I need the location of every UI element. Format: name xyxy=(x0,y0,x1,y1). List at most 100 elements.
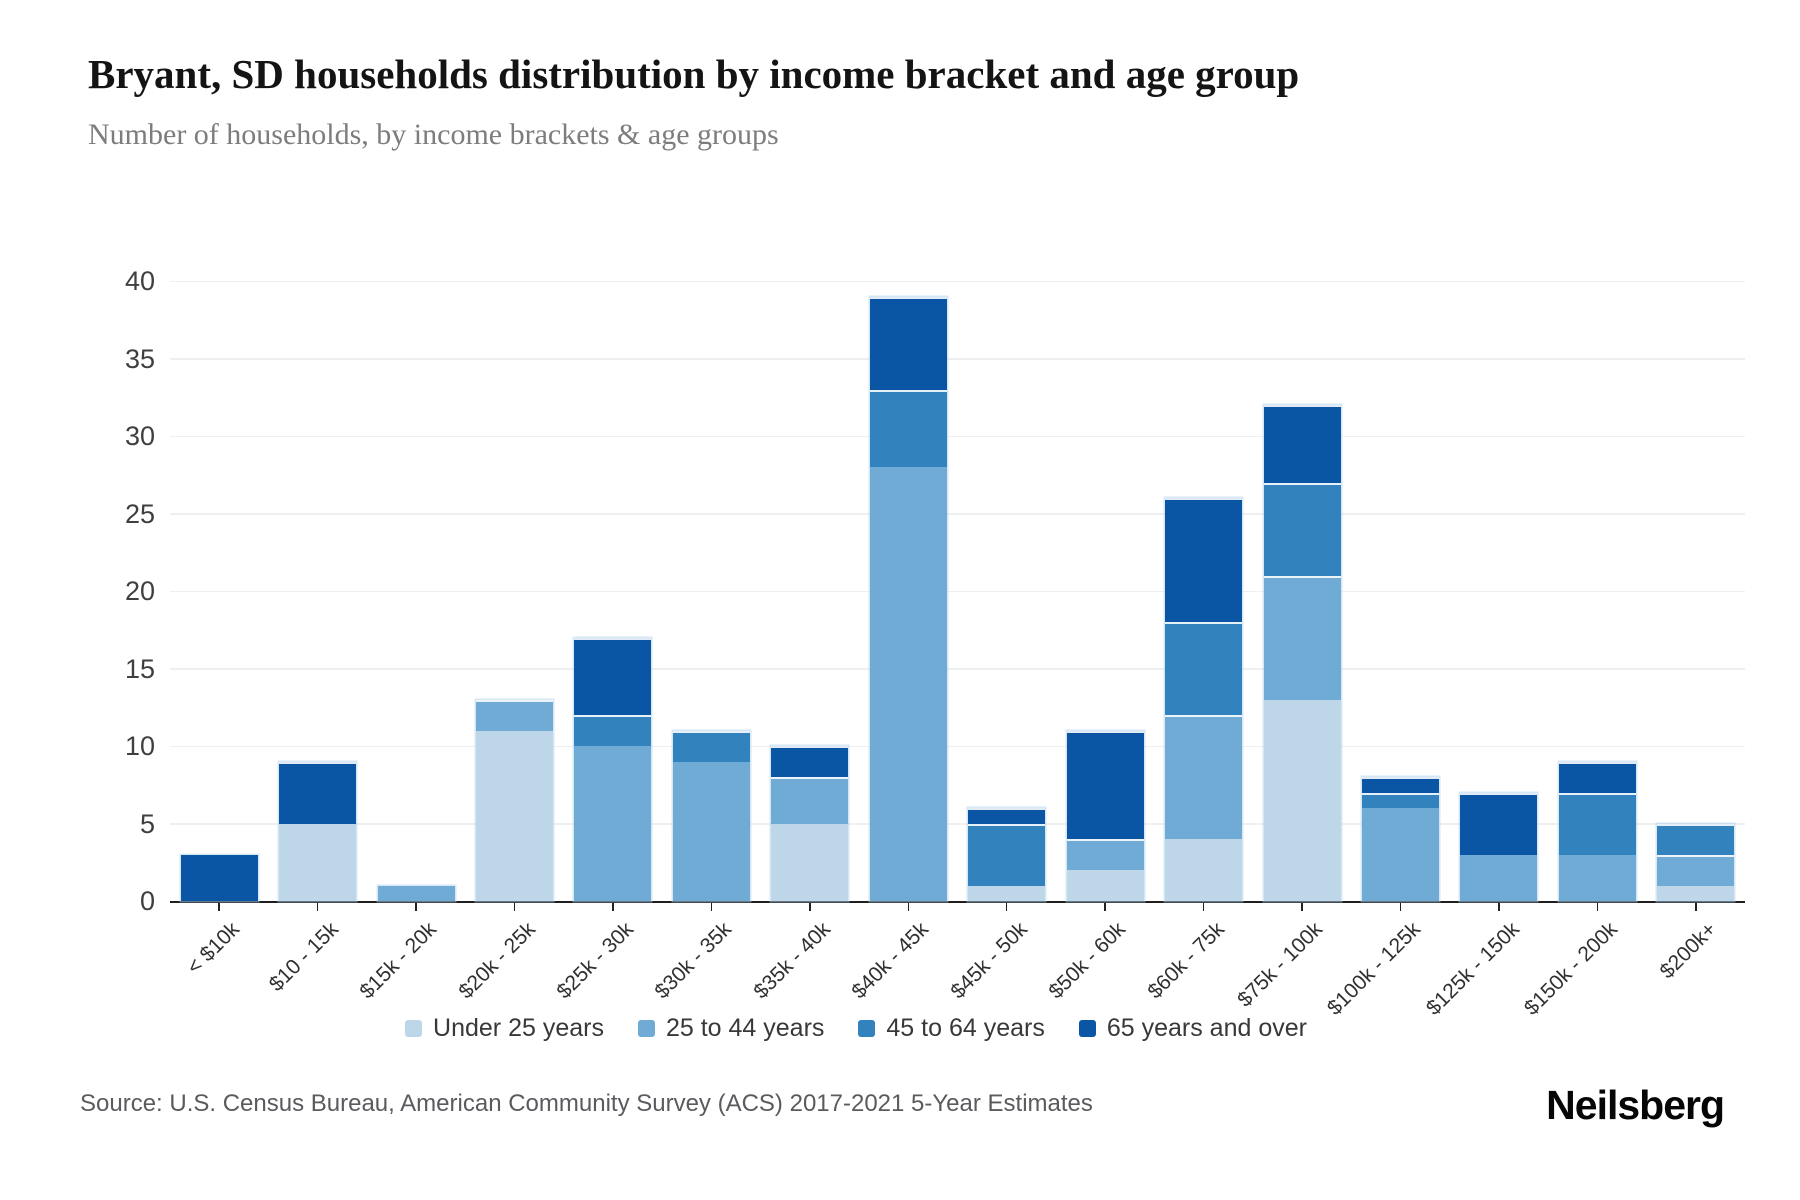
bar-segment[interactable] xyxy=(1066,730,1144,839)
bar-segment[interactable] xyxy=(1165,839,1243,901)
gridline xyxy=(170,513,1745,515)
bar-segment[interactable] xyxy=(968,885,1046,901)
bar-segment[interactable] xyxy=(377,885,455,901)
bar[interactable] xyxy=(1558,761,1636,901)
bar-segment[interactable] xyxy=(574,637,652,715)
x-axis-tick xyxy=(1498,903,1500,911)
chart-title: Bryant, SD households distribution by in… xyxy=(88,51,1300,97)
bar[interactable] xyxy=(279,761,357,901)
bar-segment[interactable] xyxy=(1361,777,1439,793)
legend-label: 45 to 64 years xyxy=(886,1014,1045,1042)
bar[interactable] xyxy=(180,854,258,901)
x-axis-tick xyxy=(1695,903,1697,911)
y-axis-tick-label: 30 xyxy=(124,421,155,451)
gridline xyxy=(170,668,1745,670)
bar-segment[interactable] xyxy=(869,296,947,390)
gridline xyxy=(170,823,1745,825)
bar[interactable] xyxy=(574,637,652,901)
legend-swatch-icon xyxy=(1078,1020,1096,1037)
bar[interactable] xyxy=(771,746,849,901)
x-axis-tick xyxy=(1005,903,1008,911)
gridline xyxy=(170,358,1745,360)
bar-segment[interactable] xyxy=(672,761,750,901)
bar[interactable] xyxy=(1066,730,1144,901)
bar[interactable] xyxy=(968,808,1046,901)
bar-segment[interactable] xyxy=(771,746,849,777)
legend-label: 25 to 44 years xyxy=(665,1014,825,1042)
x-axis-tick xyxy=(809,903,811,911)
x-axis-tick xyxy=(1596,903,1599,911)
bar-segment[interactable] xyxy=(476,730,554,901)
bar-segment[interactable] xyxy=(1361,808,1439,901)
bar-segment[interactable] xyxy=(968,823,1046,886)
bar-segment[interactable] xyxy=(869,389,947,467)
legend-swatch-icon xyxy=(858,1020,876,1037)
y-axis-tick-label: 15 xyxy=(124,653,155,684)
chart-subtitle: Number of households, by income brackets… xyxy=(88,118,779,151)
bar-segment[interactable] xyxy=(1263,699,1341,901)
x-axis-tick xyxy=(1301,903,1303,911)
bar-segment[interactable] xyxy=(1657,823,1735,855)
bar[interactable] xyxy=(476,699,554,901)
bar-segment[interactable] xyxy=(1263,405,1341,483)
legend-label: Under 25 years xyxy=(433,1014,604,1042)
bar[interactable] xyxy=(1165,498,1243,901)
legend-item[interactable]: 45 to 64 years xyxy=(858,1014,1045,1043)
bar[interactable] xyxy=(672,730,750,901)
bar-segment[interactable] xyxy=(279,823,357,901)
y-axis-tick-label: 40 xyxy=(124,266,155,296)
plot-area xyxy=(170,280,1745,903)
gridline xyxy=(170,590,1745,592)
bar[interactable] xyxy=(1361,777,1439,901)
gridline xyxy=(170,280,1745,282)
bar-segment[interactable] xyxy=(672,730,750,762)
legend-item[interactable]: 25 to 44 years xyxy=(637,1014,825,1043)
bar-segment[interactable] xyxy=(1165,622,1243,715)
bar-segment[interactable] xyxy=(968,808,1046,824)
bar-segment[interactable] xyxy=(1066,839,1144,870)
x-axis-tick xyxy=(1399,903,1402,911)
bar[interactable] xyxy=(377,885,455,901)
bar-segment[interactable] xyxy=(771,777,849,824)
bar-segment[interactable] xyxy=(1558,792,1636,855)
bar-segment[interactable] xyxy=(1165,715,1243,839)
bar-segment[interactable] xyxy=(1165,498,1243,622)
gridline xyxy=(170,435,1745,437)
gridline xyxy=(170,745,1745,747)
bar-segment[interactable] xyxy=(1558,761,1636,793)
legend-item[interactable]: Under 25 years xyxy=(405,1014,604,1043)
bar-segment[interactable] xyxy=(476,699,554,731)
bar-segment[interactable] xyxy=(869,467,947,901)
bar[interactable] xyxy=(1263,405,1341,901)
bar-segment[interactable] xyxy=(279,761,357,824)
bar-segment[interactable] xyxy=(1361,792,1439,808)
bar-segment[interactable] xyxy=(1066,870,1144,901)
x-axis-tick xyxy=(612,903,614,911)
bar-segment[interactable] xyxy=(1460,854,1538,901)
bar-segment[interactable] xyxy=(1460,792,1538,855)
bar-segment[interactable] xyxy=(771,823,849,901)
x-axis-tick xyxy=(907,903,910,911)
x-axis-tick xyxy=(1202,903,1205,911)
y-axis-tick-label: 35 xyxy=(124,343,155,374)
bar[interactable] xyxy=(1657,823,1735,901)
legend-swatch-icon xyxy=(637,1020,655,1037)
bar-segment[interactable] xyxy=(574,746,652,901)
bar-segment[interactable] xyxy=(1263,482,1341,576)
x-axis-tick xyxy=(415,903,417,911)
x-axis-tick xyxy=(218,903,220,911)
legend-item[interactable]: 65 years and over xyxy=(1078,1014,1307,1043)
neilsberg-logo: Neilsberg xyxy=(1546,1082,1725,1128)
x-axis-tick xyxy=(1104,903,1106,911)
bar-segment[interactable] xyxy=(1263,575,1341,700)
bar-segment[interactable] xyxy=(1657,885,1735,901)
legend: Under 25 years 25 to 44 years 45 to 64 yea… xyxy=(0,1014,1712,1043)
bar-segment[interactable] xyxy=(180,854,258,901)
bar[interactable] xyxy=(1460,792,1538,901)
bar-segment[interactable] xyxy=(1558,854,1636,901)
bar-segment[interactable] xyxy=(1657,854,1735,886)
bar-segment[interactable] xyxy=(574,715,652,746)
y-axis-tick-label: 5 xyxy=(139,808,155,839)
bar[interactable] xyxy=(869,296,947,901)
